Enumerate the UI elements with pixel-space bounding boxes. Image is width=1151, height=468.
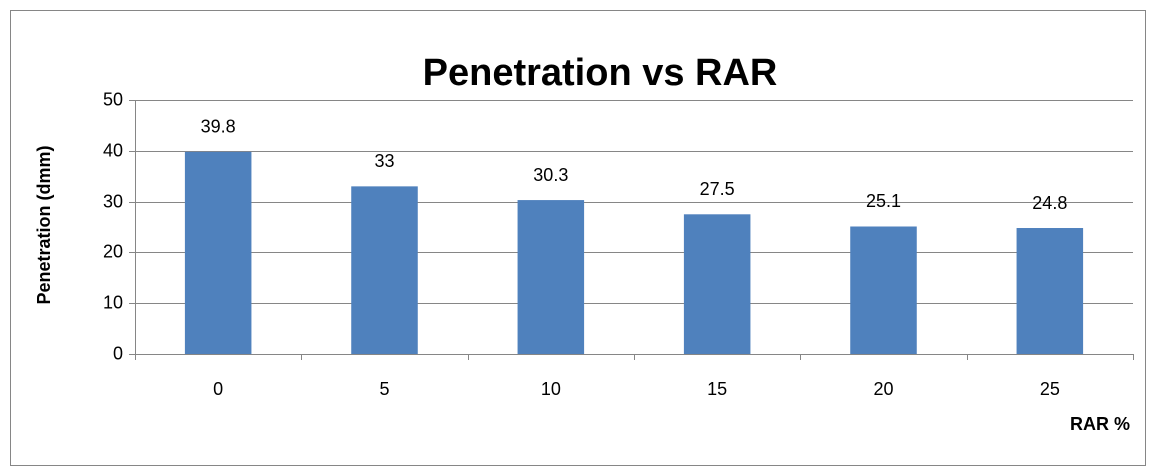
y-axis-label: Penetration (dmm) [34,145,54,304]
y-tick-label: 30 [103,191,123,211]
data-label: 24.8 [1032,193,1067,213]
data-label: 25.1 [866,191,901,211]
bar [184,151,252,354]
chart-title: Penetration vs RAR [423,52,778,94]
bar [517,200,585,354]
x-tick-label: 25 [1040,379,1060,399]
x-tick-label: 20 [873,379,893,399]
x-tick-label: 15 [707,379,727,399]
y-tick-label: 0 [113,343,123,363]
y-tick-label: 40 [103,140,123,160]
y-tick-label: 20 [103,241,123,261]
data-label: 27.5 [700,179,735,199]
data-label: 30.3 [533,165,568,185]
bar [1016,228,1084,354]
y-tick-label: 50 [103,89,123,109]
bar [850,226,917,354]
x-tick-label: 5 [379,379,389,399]
bar [351,186,418,354]
y-tick-label: 10 [103,292,123,312]
x-tick-label: 10 [541,379,561,399]
bar [683,214,751,354]
data-label: 39.8 [201,117,236,137]
data-label: 33 [374,151,394,171]
x-axis-label: RAR % [1070,414,1130,434]
x-tick-label: 0 [213,379,223,399]
